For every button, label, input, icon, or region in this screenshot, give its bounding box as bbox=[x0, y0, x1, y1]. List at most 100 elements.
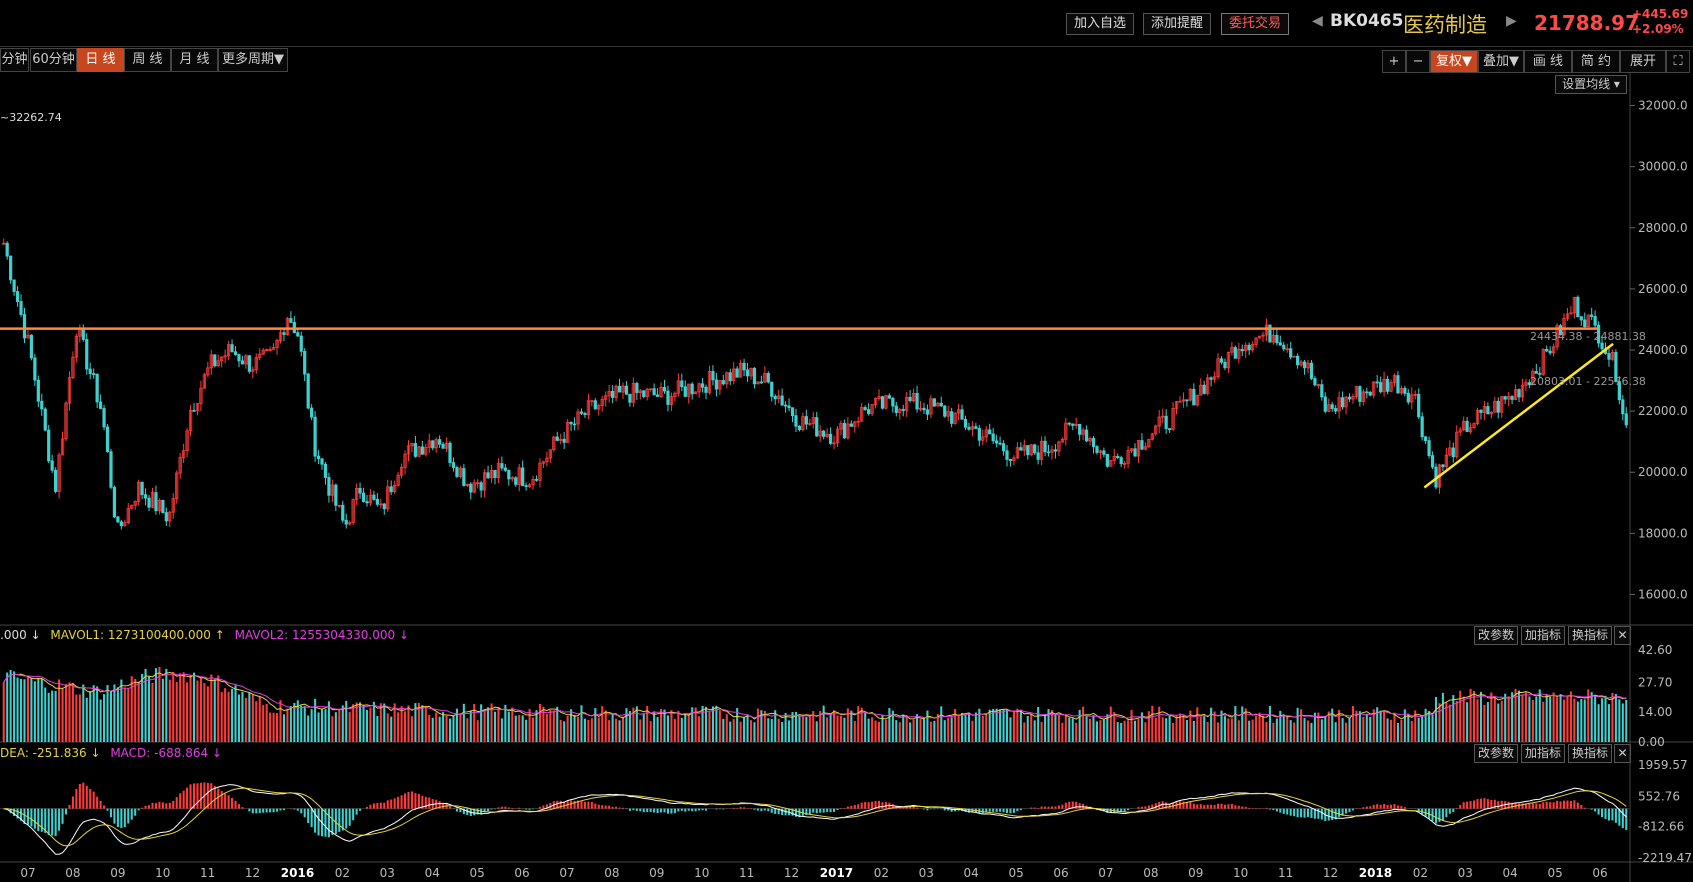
last-price: 21788.97 bbox=[1534, 11, 1640, 35]
x-tick-label: 05 bbox=[1008, 866, 1023, 880]
candle-body bbox=[783, 404, 788, 407]
candle-body bbox=[697, 383, 701, 393]
candle-body bbox=[233, 351, 238, 355]
candle-body bbox=[417, 446, 421, 457]
candle-body bbox=[1510, 396, 1514, 400]
expand-button[interactable]: 展开 bbox=[1620, 50, 1666, 73]
candle-body bbox=[500, 463, 504, 469]
period-monthly-tab[interactable]: 月 线 bbox=[171, 48, 218, 72]
vol-close-icon[interactable]: ✕ bbox=[1614, 626, 1631, 645]
candle-body bbox=[1420, 416, 1424, 438]
candle-body bbox=[1050, 449, 1054, 453]
ma-settings-dropdown[interactable]: 设置均线 ▾ bbox=[1555, 75, 1627, 94]
candle-body bbox=[1323, 396, 1327, 412]
macd-close-icon[interactable]: ✕ bbox=[1614, 744, 1631, 763]
candle-body bbox=[289, 318, 293, 323]
price-tick-label: 16000.0 bbox=[1638, 587, 1688, 601]
simple-mode-button[interactable]: 简 约 bbox=[1572, 50, 1620, 73]
candle-body bbox=[1053, 449, 1058, 452]
candle-body bbox=[1015, 447, 1019, 459]
x-tick-label: 04 bbox=[1503, 866, 1518, 880]
overlay-dropdown[interactable]: 叠加▼ bbox=[1478, 50, 1524, 73]
candle-body bbox=[216, 360, 220, 367]
candle-body bbox=[310, 407, 314, 418]
macd-tick-label: 1959.57 bbox=[1638, 758, 1688, 772]
period-60min-tab[interactable]: 60分钟 bbox=[30, 48, 77, 72]
prev-stock-icon[interactable]: ◀ bbox=[1312, 13, 1323, 29]
candle-body bbox=[1465, 420, 1469, 432]
candle-body bbox=[1275, 334, 1279, 344]
mavol1-label: MAVOL1: 1273100400.000 ↑ bbox=[50, 628, 225, 642]
candle-body bbox=[1600, 342, 1604, 350]
candle-body bbox=[880, 396, 885, 409]
next-stock-icon[interactable]: ▶ bbox=[1506, 13, 1517, 29]
candle-body bbox=[901, 408, 905, 411]
candle-body bbox=[451, 462, 456, 468]
candle-body bbox=[939, 402, 943, 407]
candle-body bbox=[718, 380, 722, 390]
candle-body bbox=[766, 373, 770, 383]
price-tick-label: 30000.0 bbox=[1638, 160, 1688, 174]
draw-line-button[interactable]: 画 线 bbox=[1524, 50, 1572, 73]
macd-switch-indicator-button[interactable]: 换指标 bbox=[1568, 744, 1612, 763]
candle-body bbox=[655, 394, 660, 397]
candle-body bbox=[1098, 450, 1103, 453]
x-tick-label: 2017 bbox=[820, 866, 853, 880]
candle-body bbox=[226, 344, 231, 357]
candle-body bbox=[258, 353, 262, 358]
candle-body bbox=[1199, 384, 1203, 396]
add-alert-button[interactable]: 添加提醒 bbox=[1143, 13, 1211, 35]
candle-body bbox=[749, 367, 753, 377]
vol-add-indicator-button[interactable]: 加指标 bbox=[1521, 626, 1565, 645]
candle-body bbox=[918, 407, 923, 410]
candle-body bbox=[1330, 404, 1334, 409]
fullscreen-icon[interactable]: ⛶ bbox=[1666, 50, 1690, 73]
stock-name: 医药制造 bbox=[1403, 13, 1487, 37]
vol-edit-params-button[interactable]: 改参数 bbox=[1474, 626, 1518, 645]
candle-body bbox=[98, 401, 103, 409]
macd-tick-label: -812.66 bbox=[1638, 820, 1684, 834]
candle-body bbox=[863, 407, 867, 410]
zoom-in-button[interactable]: + bbox=[1382, 50, 1406, 73]
more-periods-dropdown[interactable]: 更多周期▼ bbox=[218, 48, 288, 72]
x-tick-label: 12 bbox=[784, 866, 799, 880]
candle-body bbox=[1610, 352, 1615, 360]
candle-body bbox=[527, 484, 532, 488]
period-daily-tab[interactable]: 日 线 bbox=[77, 48, 124, 72]
candle-body bbox=[393, 484, 397, 493]
candle-body bbox=[386, 486, 390, 510]
macd-edit-params-button[interactable]: 改参数 bbox=[1474, 744, 1518, 763]
candle-body bbox=[406, 445, 411, 455]
candle-body bbox=[538, 462, 542, 481]
candle-body bbox=[102, 408, 106, 428]
candle-body bbox=[1603, 348, 1608, 354]
candle-body bbox=[265, 349, 269, 351]
candle-body bbox=[1372, 381, 1376, 396]
candle-body bbox=[1140, 440, 1144, 450]
candle-body bbox=[1123, 462, 1127, 465]
candle-body bbox=[424, 446, 428, 455]
candle-body bbox=[915, 393, 919, 410]
candle-body bbox=[1268, 324, 1272, 343]
change-percent: +2.09% bbox=[1632, 22, 1684, 36]
zoom-out-button[interactable]: − bbox=[1406, 50, 1430, 73]
candle-body bbox=[71, 356, 75, 379]
macd-add-indicator-button[interactable]: 加指标 bbox=[1521, 744, 1565, 763]
adjust-dropdown[interactable]: 复权▼ bbox=[1430, 50, 1478, 73]
candle-body bbox=[230, 344, 234, 353]
candle-body bbox=[1237, 348, 1241, 359]
vol-switch-indicator-button[interactable]: 换指标 bbox=[1568, 626, 1612, 645]
x-tick-label: 12 bbox=[245, 866, 260, 880]
period-minute-tab[interactable]: 分钟 bbox=[0, 48, 29, 72]
candle-body bbox=[431, 440, 435, 449]
candle-body bbox=[57, 454, 61, 492]
x-tick-label: 08 bbox=[65, 866, 80, 880]
candle-body bbox=[943, 405, 947, 417]
candle-body bbox=[963, 418, 968, 428]
candle-body bbox=[1534, 371, 1538, 374]
add-watchlist-button[interactable]: 加入自选 bbox=[1066, 13, 1134, 35]
period-weekly-tab[interactable]: 周 线 bbox=[124, 48, 171, 72]
trade-button[interactable]: 委托交易 bbox=[1221, 13, 1289, 35]
candle-body bbox=[195, 403, 200, 411]
macd-tick-label: 552.76 bbox=[1638, 789, 1680, 803]
